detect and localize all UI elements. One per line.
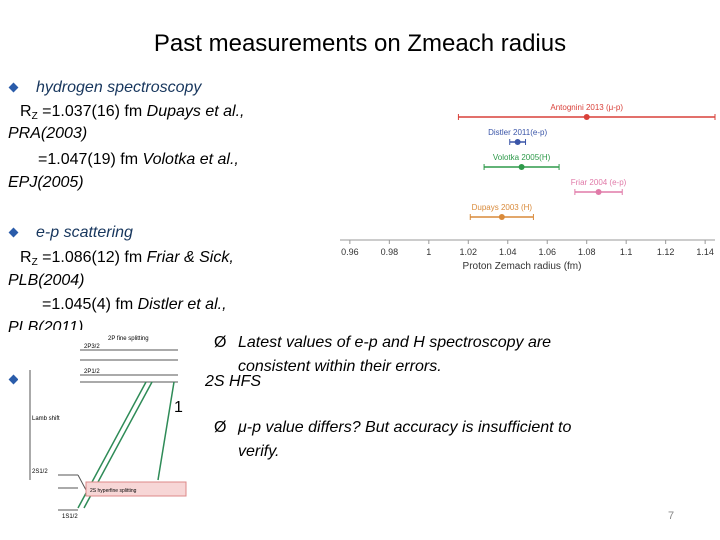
x-tick-label: 1.02 <box>460 247 478 257</box>
series-label: Dupays 2003 (H) <box>472 203 533 212</box>
diagram-label: 1S1/2 <box>62 514 78 520</box>
symbol: R <box>20 103 32 120</box>
page-number: 7 <box>668 510 675 522</box>
arrow-bullet: Ø <box>214 419 227 436</box>
level-diagram: 2P fine splitting 2P3/2 2P1/2 Lamb shift… <box>18 330 188 520</box>
stray-text: 1 <box>174 399 183 416</box>
symbol: R <box>20 249 32 266</box>
x-tick-label: 0.98 <box>381 247 399 257</box>
data-point <box>595 189 602 195</box>
diagram-label: 2S hyperfine splitting <box>90 488 137 494</box>
bullet-diamond <box>8 82 19 93</box>
diagram-label: 2S1/2 <box>32 469 48 475</box>
section-heading: e-p scattering <box>36 224 133 241</box>
data-point <box>583 114 590 120</box>
conclusion-line: consistent within their errors. <box>238 358 442 375</box>
value: =1.045(4) fm <box>42 296 134 313</box>
x-tick-label: 1 <box>426 247 431 257</box>
subscript: Z <box>31 111 38 122</box>
reference: Friar & Sick, <box>146 249 234 266</box>
subscript: Z <box>31 257 38 268</box>
x-tick-label: 1.1 <box>620 247 633 257</box>
chart: Proton Zemach radius (fm) 0.96 0.98 1 1.02 1… <box>340 103 716 272</box>
series-label: Volotka 2005(H) <box>493 153 551 162</box>
x-tick-label: 1.14 <box>696 247 714 257</box>
measurement-line: RZ =1.086(12) fm Friar & Sick, <box>20 248 234 273</box>
x-tick-label: 1.12 <box>657 247 675 257</box>
diagram-label: Lamb shift <box>32 416 60 422</box>
section-heading: hydrogen spectroscopy <box>36 79 202 96</box>
measurement-line: =1.045(4) fm Distler et al., <box>42 295 227 315</box>
x-axis-label: Proton Zemach radius (fm) <box>463 261 582 272</box>
x-tick-label: 1.08 <box>578 247 596 257</box>
conclusion-line: μ-p value differs? But accuracy is insuf… <box>238 419 572 436</box>
value: =1.086(12) fm <box>42 249 143 266</box>
series-label: Friar 2004 (e-p) <box>571 178 627 187</box>
annotation: 2S HFS <box>205 373 262 390</box>
diagram-label: 2P fine splitting <box>108 336 149 342</box>
x-tick-label: 1.04 <box>499 247 517 257</box>
value: =1.037(16) fm <box>42 103 143 120</box>
measurement-line: RZ =1.037(16) fm Dupays et al., <box>20 102 244 127</box>
data-point <box>518 164 525 170</box>
journal: EPJ(2005) <box>8 174 84 191</box>
arrow-bullet: Ø <box>214 334 227 351</box>
journal: PRA(2003) <box>8 125 88 142</box>
x-tick-label: 1.06 <box>538 247 556 257</box>
reference: Dupays et al., <box>146 103 245 120</box>
x-tick-label: 0.96 <box>341 247 359 257</box>
measurement-line: =1.047(19) fm Volotka et al., <box>38 150 239 170</box>
data-point <box>514 139 521 145</box>
value: =1.047(19) fm <box>38 151 139 168</box>
reference: Distler et al., <box>137 296 227 313</box>
bullet-diamond <box>8 374 19 385</box>
conclusion-line: Latest values of e-p and H spectroscopy … <box>238 334 552 351</box>
conclusion-line: verify. <box>238 443 280 460</box>
data-point <box>498 214 505 220</box>
reference: Volotka et al., <box>142 151 239 168</box>
bullet-diamond <box>8 227 19 238</box>
slide-title: Past measurements on Zmeach radius <box>153 30 567 57</box>
diagram-label: 2P1/2 <box>84 369 100 375</box>
series-label: Antognini 2013 (μ-p) <box>550 103 623 112</box>
diagram-label: 2P3/2 <box>84 344 100 350</box>
journal: PLB(2004) <box>8 272 85 289</box>
series-label: Distler 2011(e-p) <box>488 128 547 137</box>
